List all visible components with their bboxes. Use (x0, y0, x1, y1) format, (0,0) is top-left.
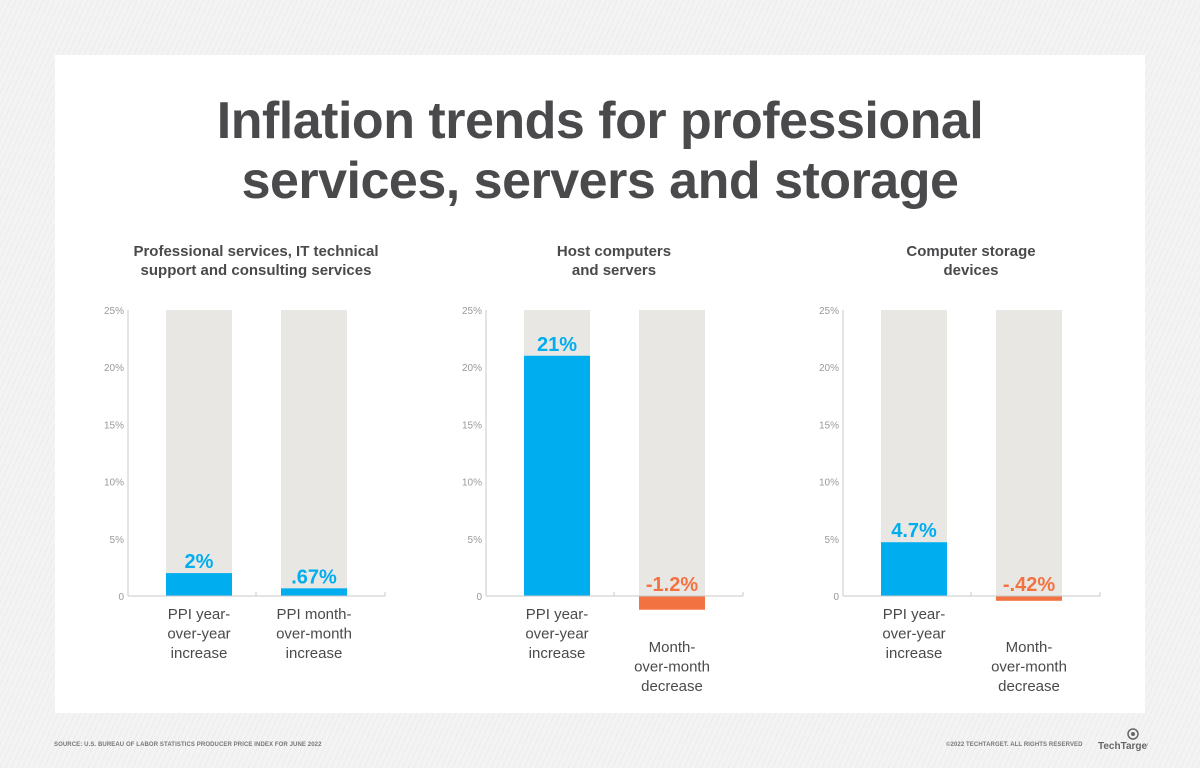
x-category-label: PPI month- (276, 606, 351, 623)
bar-track (166, 310, 232, 596)
bar (996, 596, 1062, 601)
data-label: 21% (537, 334, 577, 356)
y-tick-label: 20% (462, 363, 482, 374)
y-tick-label: 0 (833, 592, 839, 603)
x-category-label: Month- (1006, 639, 1053, 656)
svg-text:TechTarget: TechTarget (1098, 741, 1148, 752)
copyright: ©2022 TECHTARGET. ALL RIGHTS RESERVED (946, 742, 1083, 748)
bar-track (996, 310, 1062, 596)
x-category-label: over-year (525, 626, 588, 643)
y-tick-label: 15% (819, 420, 839, 431)
chart-title: Computer storage (906, 243, 1035, 260)
y-tick-label: 20% (104, 363, 124, 374)
chart-title: and servers (572, 262, 656, 279)
x-category-label: PPI year- (168, 606, 231, 623)
page-title: Inflation trends for professional servic… (55, 91, 1145, 211)
data-label: .67% (291, 566, 337, 588)
y-tick-label: 10% (819, 478, 839, 489)
x-category-label: decrease (641, 678, 703, 695)
eye-icon: TechTarget (1098, 728, 1148, 752)
chart-title: Host computers (557, 243, 671, 260)
y-tick-label: 0 (118, 592, 124, 603)
x-category-label: increase (529, 645, 586, 662)
data-label: 2% (185, 551, 214, 573)
x-category-label: over-month (991, 659, 1067, 676)
x-category-label: Month- (649, 639, 696, 656)
y-tick-label: 25% (462, 306, 482, 317)
y-tick-label: 10% (462, 478, 482, 489)
x-category-label: PPI year- (526, 606, 589, 623)
title-line: services, servers and storage (241, 152, 959, 210)
techtarget-logo: TechTarget (1098, 727, 1148, 753)
y-tick-label: 20% (819, 363, 839, 374)
data-label: -1.2% (646, 574, 698, 596)
data-label: -.42% (1003, 574, 1055, 596)
data-label: 4.7% (891, 520, 937, 542)
chart-title: devices (943, 262, 998, 279)
chart-title: Professional services, IT technical (133, 243, 378, 260)
title-line: Inflation trends for professional (216, 92, 984, 150)
chart-title: support and consulting services (141, 262, 372, 279)
x-category-label: over-month (634, 659, 710, 676)
y-tick-label: 25% (104, 306, 124, 317)
y-tick-label: 5% (825, 535, 840, 546)
bar (281, 588, 347, 596)
source-note: SOURCE: U.S. BUREAU OF LABOR STATISTICS … (54, 742, 322, 748)
bar (166, 573, 232, 596)
y-tick-label: 25% (819, 306, 839, 317)
bar-track (639, 310, 705, 596)
x-category-label: decrease (998, 678, 1060, 695)
y-tick-label: 15% (104, 420, 124, 431)
x-category-label: over-month (276, 626, 352, 643)
bar (524, 355, 590, 596)
y-tick-label: 5% (468, 535, 483, 546)
y-tick-label: 10% (104, 478, 124, 489)
x-category-label: increase (886, 645, 943, 662)
x-category-label: over-year (167, 626, 230, 643)
bar (881, 542, 947, 596)
y-tick-label: 5% (110, 535, 125, 546)
x-category-label: PPI year- (883, 606, 946, 623)
y-tick-label: 0 (476, 592, 482, 603)
x-category-label: over-year (882, 626, 945, 643)
bar (639, 596, 705, 610)
infographic-card: Inflation trends for professional servic… (55, 55, 1145, 713)
x-category-label: increase (286, 645, 343, 662)
bar-track (281, 310, 347, 596)
x-category-label: increase (171, 645, 228, 662)
y-tick-label: 15% (462, 420, 482, 431)
